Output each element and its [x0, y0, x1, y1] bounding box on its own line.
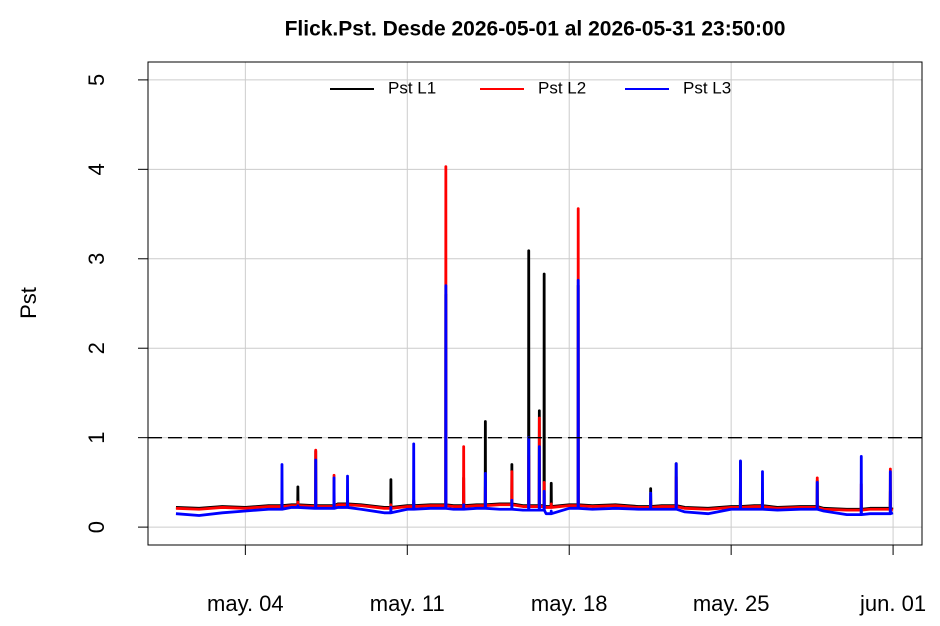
y-tick-label: 3: [84, 253, 109, 265]
series-line: [175, 249, 894, 511]
y-axis-label: Pst: [16, 287, 41, 319]
x-tick-label: may. 04: [207, 591, 284, 616]
series-line: [175, 165, 894, 512]
x-tick-label: may. 11: [370, 591, 445, 616]
legend-label: Pst L1: [388, 78, 436, 97]
y-tick-label: 0: [84, 521, 109, 533]
y-tick-label: 5: [84, 74, 109, 86]
series-line: [175, 278, 894, 517]
x-tick-label: may. 18: [531, 591, 608, 616]
y-tick-label: 2: [84, 342, 109, 354]
chart-title: Flick.Pst. Desde 2026-05-01 al 2026-05-3…: [285, 18, 786, 41]
plot-frame: [147, 61, 923, 546]
x-tick-label: jun. 01: [859, 591, 926, 616]
legend-label: Pst L3: [683, 78, 731, 97]
y-tick-label: 1: [84, 432, 109, 444]
y-tick-label: 4: [84, 163, 109, 175]
legend-label: Pst L2: [538, 78, 586, 97]
x-tick-label: may. 25: [693, 591, 770, 616]
